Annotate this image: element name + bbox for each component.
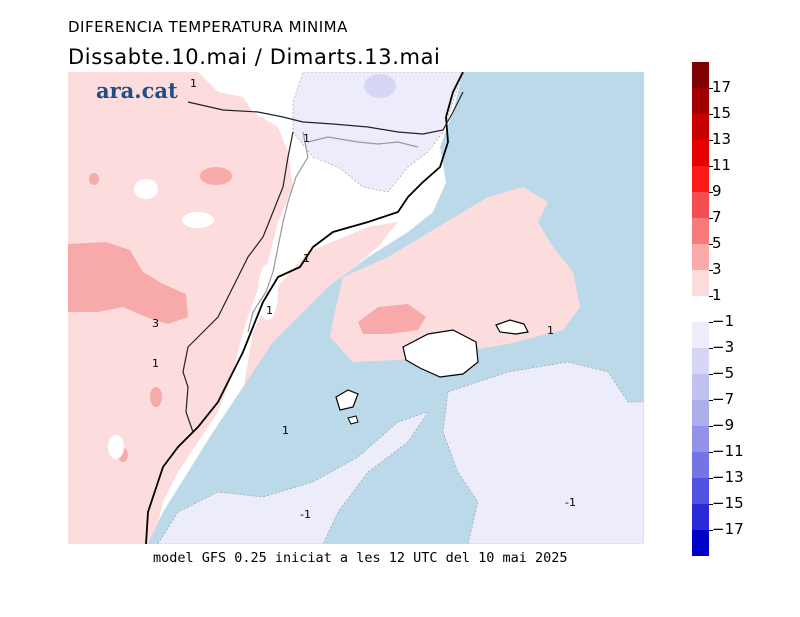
neutral-hole-b: [134, 179, 158, 199]
island-menorca: [495, 319, 529, 335]
legend-swatch: [692, 530, 709, 556]
legend-swatch: [692, 88, 709, 114]
neutral-hole-a: [182, 212, 214, 228]
legend-label: −11: [712, 442, 744, 460]
warm3-patch-small-a: [150, 387, 162, 407]
contour-label: 1: [266, 304, 273, 317]
cool-blob-top: [364, 74, 396, 98]
island-mallorca: [402, 329, 479, 378]
legend-label: −15: [712, 494, 744, 512]
border-inner: [182, 131, 294, 433]
legend-tick: [709, 504, 713, 505]
legend-tick: [709, 478, 713, 479]
legend-swatch: [692, 62, 709, 88]
contour-label: 1: [152, 357, 159, 370]
brand-logo[interactable]: ara.cat: [96, 78, 178, 103]
legend-label: −13: [712, 468, 744, 486]
legend-tick: [709, 88, 713, 89]
contour-label: 1: [547, 324, 554, 337]
map-subtitle: Dissabte.10.mai / Dimarts.13.mai: [68, 45, 441, 69]
legend-tick: [709, 218, 713, 219]
legend-swatch: [692, 218, 709, 244]
contour-label: 1: [190, 77, 197, 90]
legend-swatch: [692, 114, 709, 140]
legend-tick: [709, 426, 713, 427]
legend-label: 11: [712, 156, 732, 174]
legend-tick: [709, 244, 713, 245]
legend-swatch: [692, 348, 709, 374]
border-regional: [247, 131, 309, 333]
legend-label: 9: [712, 182, 722, 200]
warm3-patch-large: [68, 242, 188, 324]
legend-label: −3: [712, 338, 735, 356]
legend-label: 5: [712, 234, 722, 252]
contour-label: 1: [303, 132, 310, 145]
legend-swatch: [692, 504, 709, 530]
legend-swatch: [692, 244, 709, 270]
legend-tick: [709, 348, 713, 349]
contour-label: -1: [300, 508, 311, 521]
temperature-map: 1 1 1 1 1 1 3 1 -1 -1: [68, 72, 644, 544]
legend-tick: [709, 322, 713, 323]
contour-label: 3: [152, 317, 159, 330]
legend-swatch: [692, 140, 709, 166]
coastline: [145, 72, 464, 544]
contour-label: 1: [282, 424, 289, 437]
legend-tick: [709, 452, 713, 453]
legend-swatch: [692, 166, 709, 192]
legend-label: 15: [712, 104, 732, 122]
legend-label: −5: [712, 364, 735, 382]
legend-swatch: [692, 400, 709, 426]
neutral-hole-c: [108, 435, 124, 459]
legend-label: 17: [712, 78, 732, 96]
contour-label: 1: [303, 252, 310, 265]
warm3-patch-sea: [358, 304, 426, 334]
legend-label: 3: [712, 260, 722, 278]
legend-tick: [709, 530, 713, 531]
cool-region-south: [157, 411, 429, 544]
model-info: model GFS 0.25 iniciat a les 12 UTC del …: [153, 550, 568, 566]
color-legend: 17 15 13 11 9 7 5 3 1 −1 −3 −5 −7 −9 −11 −13 −15 −17: [692, 62, 782, 556]
legend-swatch: [692, 322, 709, 348]
legend-swatch: [692, 192, 709, 218]
contour-label: -1: [565, 496, 576, 509]
legend-tick: [709, 296, 713, 297]
legend-swatch: [692, 270, 709, 296]
legend-label: 1: [712, 286, 722, 304]
legend-tick: [709, 400, 713, 401]
legend-tick: [709, 114, 713, 115]
island-formentera: [347, 415, 359, 425]
legend-tick: [709, 374, 713, 375]
legend-label: −9: [712, 416, 735, 434]
border-pyrenees: [187, 91, 464, 135]
legend-label: −7: [712, 390, 735, 408]
legend-swatch: [692, 478, 709, 504]
legend-tick: [709, 166, 713, 167]
border-regional-north: [307, 136, 419, 148]
cool-region-east: [442, 361, 644, 544]
legend-swatch: [692, 452, 709, 478]
map-title: DIFERENCIA TEMPERATURA MINIMA: [68, 18, 348, 36]
legend-tick: [709, 192, 713, 193]
legend-label: 13: [712, 130, 732, 148]
legend-tick: [709, 140, 713, 141]
legend-swatch: [692, 426, 709, 452]
legend-label: 7: [712, 208, 722, 226]
legend-label: −1: [712, 312, 735, 330]
island-ibiza: [335, 389, 359, 411]
legend-swatch: [692, 374, 709, 400]
warm3-patch-small-c: [89, 173, 99, 185]
legend-label: −17: [712, 520, 744, 538]
legend-tick: [709, 270, 713, 271]
warm3-patch-north: [200, 167, 232, 185]
